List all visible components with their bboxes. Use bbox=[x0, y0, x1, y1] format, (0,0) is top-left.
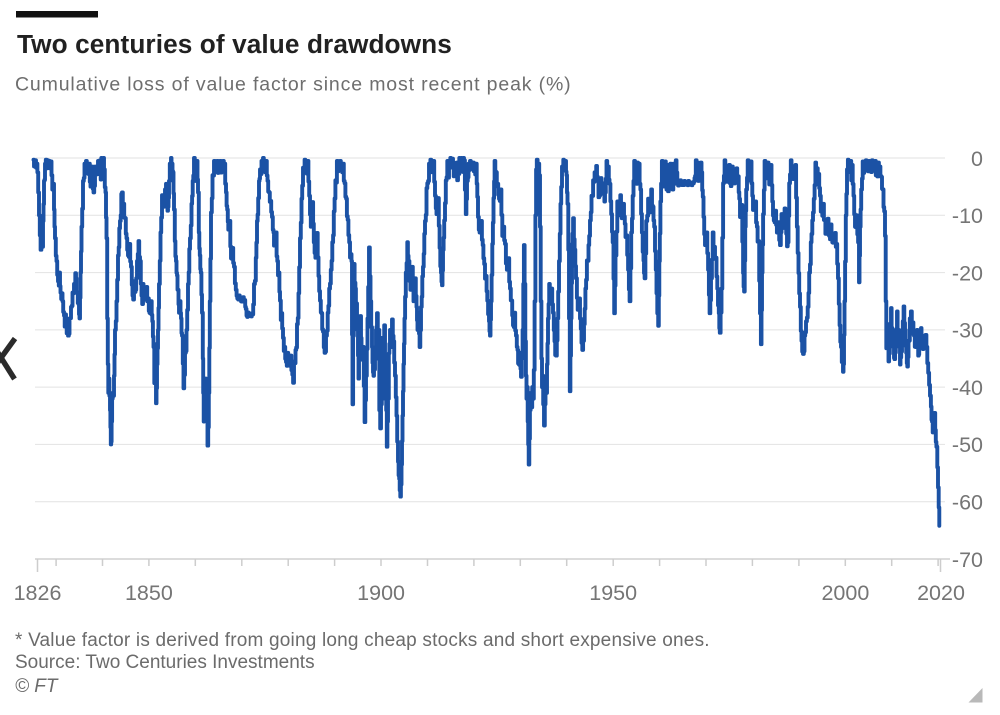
svg-text:-20: -20 bbox=[952, 261, 983, 285]
svg-text:-40: -40 bbox=[952, 376, 983, 400]
svg-text:-10: -10 bbox=[952, 204, 983, 228]
svg-text:1826: 1826 bbox=[14, 581, 62, 605]
svg-text:1900: 1900 bbox=[357, 581, 405, 605]
svg-text:1950: 1950 bbox=[589, 581, 637, 605]
svg-text:-60: -60 bbox=[952, 491, 983, 515]
svg-text:-30: -30 bbox=[952, 319, 983, 343]
svg-text:Source: Two Centuries Investme: Source: Two Centuries Investments bbox=[15, 652, 315, 673]
svg-text:Two centuries of value drawdow: Two centuries of value drawdowns bbox=[17, 29, 452, 59]
svg-text:1850: 1850 bbox=[125, 581, 173, 605]
svg-text:-50: -50 bbox=[952, 433, 983, 457]
svg-text:2000: 2000 bbox=[821, 581, 869, 605]
svg-text:0: 0 bbox=[971, 147, 983, 171]
svg-text:-70: -70 bbox=[952, 548, 983, 572]
svg-text:© FT: © FT bbox=[15, 676, 59, 697]
svg-text:2020: 2020 bbox=[917, 581, 965, 605]
svg-text:* Value factor is derived from: * Value factor is derived from going lon… bbox=[15, 630, 710, 651]
svg-text:Cumulative loss of value facto: Cumulative loss of value factor since mo… bbox=[15, 74, 572, 96]
